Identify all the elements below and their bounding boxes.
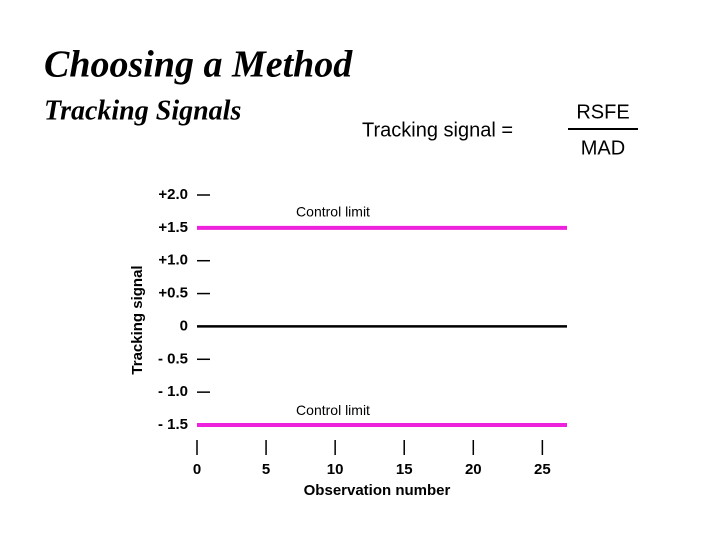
x-tick-label: 0 bbox=[193, 461, 201, 478]
y-tick-label: - 0.5 bbox=[158, 350, 188, 367]
formula-numerator: RSFE bbox=[576, 101, 629, 123]
x-tick-label: 10 bbox=[327, 461, 344, 478]
x-axis-label: Observation number bbox=[304, 482, 451, 499]
y-tick-label: 0 bbox=[180, 317, 188, 334]
formula-denominator: MAD bbox=[581, 137, 625, 159]
slide-subtitle: Tracking Signals bbox=[44, 95, 241, 126]
x-tick-label: 15 bbox=[396, 461, 413, 478]
control-limit-label: Control limit bbox=[296, 402, 370, 418]
y-axis-label: Tracking signal bbox=[129, 265, 146, 374]
y-tick-label: +1.0 bbox=[158, 252, 188, 269]
x-tick-label: 25 bbox=[534, 461, 551, 478]
y-tick-label: - 1.0 bbox=[158, 383, 188, 400]
formula-lhs: Tracking signal = bbox=[362, 119, 513, 141]
y-tick-label: +2.0 bbox=[158, 186, 188, 203]
control-limit-label: Control limit bbox=[296, 204, 370, 220]
x-tick-label: 20 bbox=[465, 461, 482, 478]
slide-title: Choosing a Method bbox=[44, 44, 353, 86]
y-tick-label: - 1.5 bbox=[158, 416, 188, 433]
x-tick-label: 5 bbox=[262, 461, 270, 478]
y-tick-label: +0.5 bbox=[158, 285, 188, 302]
y-tick-label: +1.5 bbox=[158, 219, 188, 236]
